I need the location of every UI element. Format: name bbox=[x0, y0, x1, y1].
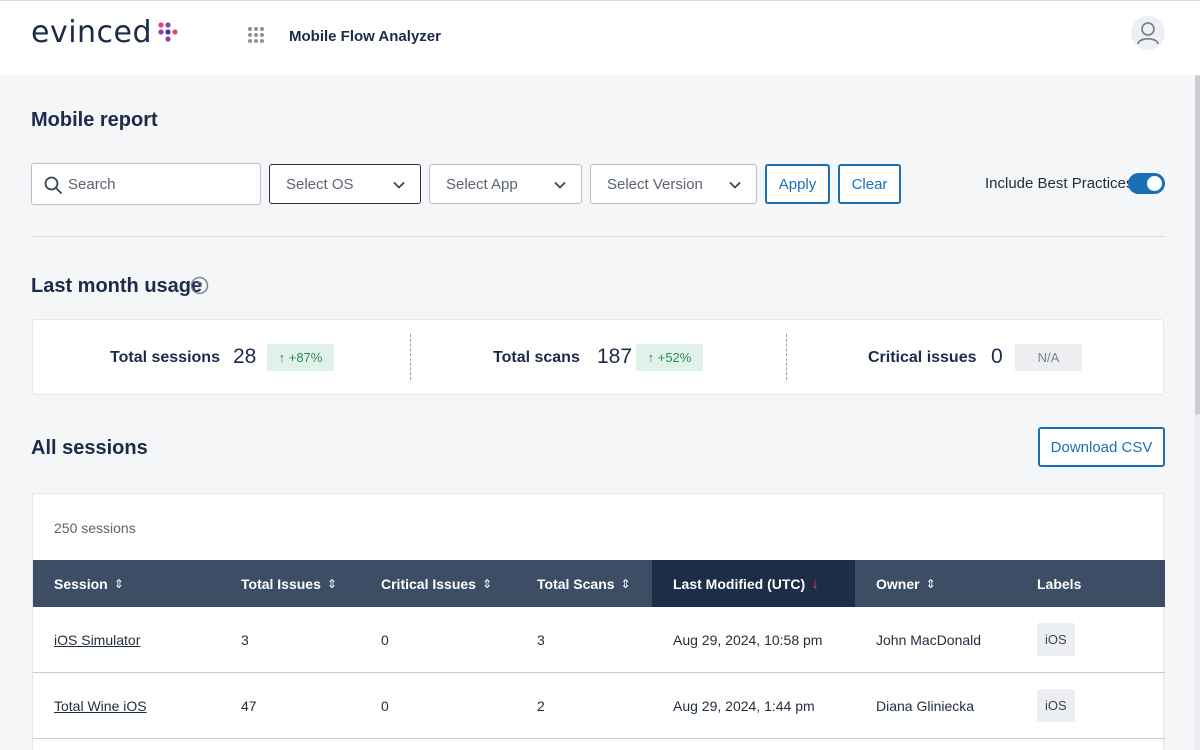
sort-icon: ⇕ bbox=[925, 576, 936, 591]
user-icon bbox=[1137, 22, 1159, 45]
column-header-critical-issues[interactable]: Critical Issues ⇕ bbox=[360, 560, 516, 607]
include-best-practices-toggle[interactable] bbox=[1128, 173, 1165, 194]
sessions-table-card: 250 sessions Session ⇕ Total Issues ⇕ Crit… bbox=[32, 493, 1165, 750]
column-header-total-scans[interactable]: Total Scans ⇕ bbox=[516, 560, 652, 607]
critical-issues-value: 0 bbox=[991, 345, 1003, 368]
filter-divider bbox=[31, 236, 1165, 237]
include-best-practices-label: Include Best Practices bbox=[985, 175, 1134, 192]
cell-owner: John MacDonald bbox=[876, 631, 982, 648]
critical-issues-label: Critical issues bbox=[868, 349, 977, 366]
session-link[interactable]: iOS Simulator bbox=[54, 631, 141, 648]
total-scans-change-badge: ↑ +52% bbox=[636, 344, 703, 371]
cell-total-issues: 47 bbox=[241, 697, 257, 714]
download-csv-button[interactable]: Download CSV bbox=[1038, 427, 1165, 467]
toggle-knob bbox=[1147, 176, 1162, 191]
cell-owner: Diana Gliniecka bbox=[876, 697, 975, 714]
select-app-label: Select App bbox=[446, 176, 518, 193]
select-os-dropdown[interactable]: Select OS bbox=[269, 164, 421, 204]
cell-labels: iOS bbox=[1016, 607, 1075, 672]
total-sessions-change-badge: ↑ +87% bbox=[267, 344, 334, 371]
column-header-label: Owner bbox=[876, 575, 920, 592]
total-sessions-value: 28 bbox=[233, 345, 257, 368]
cell-critical-issues: 0 bbox=[381, 697, 389, 714]
critical-issues-change-badge: N/A bbox=[1015, 344, 1082, 371]
column-header-owner[interactable]: Owner ⇕ bbox=[855, 560, 1016, 607]
clear-button[interactable]: Clear bbox=[838, 164, 901, 204]
column-header-label: Total Scans bbox=[537, 575, 615, 592]
search-icon bbox=[44, 176, 62, 194]
label-chip: iOS bbox=[1037, 689, 1075, 722]
cell-last-modified: Aug 29, 2024, 10:58 pm bbox=[673, 631, 823, 648]
select-version-dropdown[interactable]: Select Version bbox=[590, 164, 757, 204]
cell-session: iOS Simulator bbox=[33, 607, 140, 672]
cell-total-scans: 3 bbox=[537, 631, 545, 648]
column-header-labels: Labels bbox=[1016, 560, 1165, 607]
apps-grid-icon[interactable] bbox=[247, 26, 265, 44]
cell-total-issues: 3 bbox=[241, 631, 249, 648]
total-scans-label: Total scans bbox=[493, 349, 580, 366]
sort-icon: ⇕ bbox=[620, 576, 631, 591]
sort-icon: ⇕ bbox=[481, 576, 492, 591]
column-header-label: Session bbox=[54, 575, 108, 592]
column-header-session[interactable]: Session ⇕ bbox=[33, 560, 220, 607]
sort-icon: ⇕ bbox=[326, 576, 337, 591]
sort-descending-icon: ↓ bbox=[811, 575, 819, 592]
search-input[interactable] bbox=[68, 165, 256, 203]
usage-summary-card: Total sessions 28 ↑ +87% Total scans 187… bbox=[32, 319, 1164, 395]
column-header-total-issues[interactable]: Total Issues ⇕ bbox=[220, 560, 360, 607]
column-header-label: Total Issues bbox=[241, 575, 321, 592]
sessions-title: All sessions bbox=[31, 437, 148, 459]
label-chip: iOS bbox=[1037, 623, 1075, 656]
help-icon[interactable]: ? bbox=[190, 276, 209, 295]
table-header: Session ⇕ Total Issues ⇕ Critical Issues ⇕ … bbox=[33, 560, 1165, 607]
table-row[interactable]: iOS Simulator 3 0 3 Aug 29, 2024, 10:58 … bbox=[33, 607, 1165, 673]
column-header-label: Last Modified (UTC) bbox=[673, 575, 806, 592]
svg-text:?: ? bbox=[196, 281, 202, 293]
logo-dots-icon bbox=[158, 22, 178, 42]
usage-title: Last month usage bbox=[31, 275, 203, 297]
session-link[interactable]: Total Wine iOS bbox=[54, 697, 147, 714]
cell-total-scans: 2 bbox=[537, 697, 545, 714]
table-row[interactable]: Total Wine iOS 47 0 2 Aug 29, 2024, 1:44… bbox=[33, 673, 1165, 739]
chevron-down-icon bbox=[393, 181, 405, 189]
select-os-label: Select OS bbox=[286, 176, 354, 193]
stat-separator bbox=[786, 334, 787, 380]
chevron-down-icon bbox=[729, 181, 741, 189]
user-avatar[interactable] bbox=[1131, 16, 1165, 50]
cell-last-modified: Aug 29, 2024, 1:44 pm bbox=[673, 697, 815, 714]
total-scans-value: 187 bbox=[597, 345, 633, 368]
cell-labels: iOS bbox=[1016, 673, 1075, 738]
sessions-count: 250 sessions bbox=[54, 520, 136, 536]
sort-icon: ⇕ bbox=[113, 576, 124, 591]
select-app-dropdown[interactable]: Select App bbox=[429, 164, 582, 204]
column-header-last-modified[interactable]: Last Modified (UTC) ↓ bbox=[652, 560, 855, 607]
stat-separator bbox=[410, 334, 411, 380]
page-title: Mobile report bbox=[31, 109, 158, 131]
cell-critical-issues: 0 bbox=[381, 631, 389, 648]
column-header-label: Labels bbox=[1037, 575, 1082, 592]
apply-button[interactable]: Apply bbox=[765, 164, 830, 204]
top-header: evinced Mobile Flow Analyzer bbox=[0, 0, 1200, 75]
evinced-logo[interactable]: evinced bbox=[31, 15, 153, 50]
app-name: Mobile Flow Analyzer bbox=[289, 28, 441, 45]
total-sessions-label: Total sessions bbox=[110, 349, 220, 366]
search-field[interactable] bbox=[31, 163, 261, 205]
chevron-down-icon bbox=[554, 181, 566, 189]
cell-session: Total Wine iOS bbox=[33, 673, 147, 738]
page-scrollbar-thumb[interactable] bbox=[1195, 75, 1200, 415]
select-version-label: Select Version bbox=[607, 176, 703, 193]
column-header-label: Critical Issues bbox=[381, 575, 476, 592]
